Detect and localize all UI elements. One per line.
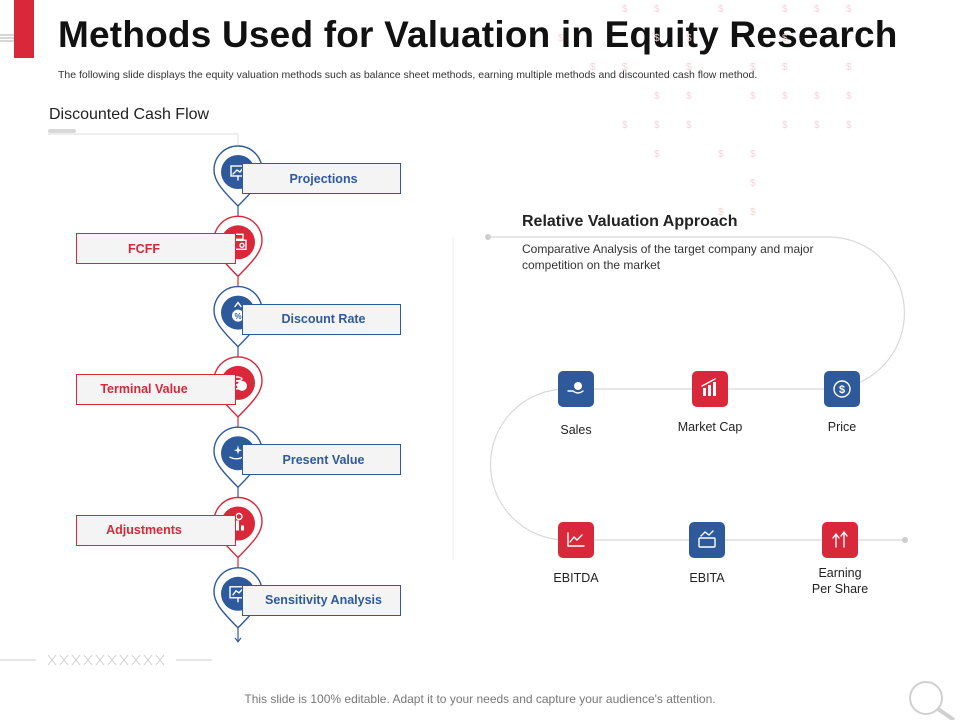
- svg-text:$: $: [750, 207, 756, 218]
- dcf-step-3: Discount Rate: [242, 304, 401, 335]
- svg-text:$: $: [654, 91, 660, 102]
- page-title: Methods Used for Valuation in Equity Res…: [58, 14, 898, 56]
- metric-label-3: Price: [782, 419, 902, 435]
- line-graph-icon: [558, 522, 594, 558]
- svg-text:$: $: [814, 91, 820, 102]
- svg-text:$: $: [750, 149, 756, 160]
- path-curve-left: [491, 389, 577, 540]
- path-end-dot: [902, 537, 908, 543]
- metric-label-4: EBITDA: [516, 570, 636, 586]
- dcf-step-5: Present Value: [242, 444, 401, 475]
- svg-text:$: $: [782, 62, 788, 73]
- svg-text:$: $: [718, 149, 724, 160]
- dcf-step-1: Projections: [242, 163, 401, 194]
- svg-text:%: %: [234, 312, 241, 321]
- svg-text:$: $: [750, 91, 756, 102]
- cash-graph-icon: [689, 522, 725, 558]
- dollar-badge-icon: $: [824, 371, 860, 407]
- page-subtitle: The following slide displays the equity …: [58, 69, 757, 81]
- accent-lines: [0, 34, 14, 44]
- metric-label-2: Market Cap: [650, 419, 770, 435]
- dcf-step-2: FCFF: [76, 233, 236, 264]
- hand-money-icon: [558, 371, 594, 407]
- svg-text:$: $: [846, 120, 852, 131]
- metric-label-1: Sales: [516, 422, 636, 438]
- metric-label-5: EBITA: [647, 570, 767, 586]
- svg-text:$: $: [654, 149, 660, 160]
- metric-label-6: Earning Per Share: [780, 565, 900, 597]
- svg-text:$: $: [839, 384, 845, 396]
- svg-text:$: $: [782, 91, 788, 102]
- svg-text:$: $: [686, 120, 692, 131]
- svg-text:$: $: [654, 120, 660, 131]
- svg-text:$: $: [622, 120, 628, 131]
- path-curve-top: [488, 237, 904, 383]
- growth-arrows-icon: [822, 522, 858, 558]
- accent-bar: [14, 0, 34, 58]
- dcf-step-4: Terminal Value: [76, 374, 236, 405]
- dcf-step-7: Sensitivity Analysis: [242, 585, 401, 616]
- footer-decoration: [0, 650, 220, 670]
- market-chart-icon: [692, 371, 728, 407]
- footer-note: This slide is 100% editable. Adapt it to…: [0, 692, 960, 706]
- svg-text:$: $: [814, 120, 820, 131]
- svg-text:$: $: [846, 62, 852, 73]
- magnifier-icon: [904, 678, 960, 720]
- svg-text:$: $: [686, 91, 692, 102]
- svg-text:$: $: [750, 178, 756, 189]
- dcf-step-6: Adjustments: [76, 515, 236, 546]
- svg-text:$: $: [782, 120, 788, 131]
- svg-text:$: $: [846, 91, 852, 102]
